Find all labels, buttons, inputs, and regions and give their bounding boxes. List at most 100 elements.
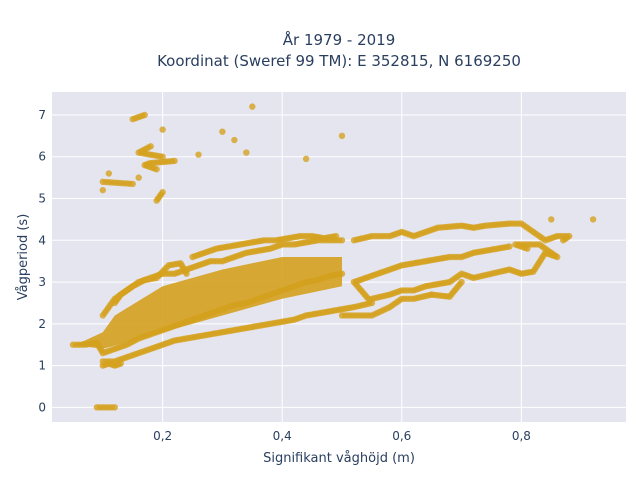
scatter-point bbox=[231, 253, 238, 261]
scatter-point bbox=[446, 293, 453, 300]
scatter-point bbox=[249, 103, 256, 110]
scatter-point bbox=[267, 320, 274, 328]
scatter-point bbox=[189, 253, 196, 261]
scatter-point bbox=[434, 255, 441, 263]
scatter-point bbox=[560, 237, 567, 244]
scatter-point bbox=[470, 249, 477, 257]
chart-subtitle: Koordinat (Sweref 99 TM): E 352815, N 61… bbox=[157, 52, 521, 70]
scatter-point bbox=[159, 270, 166, 277]
scatter-point bbox=[105, 360, 113, 367]
y-tick-label: 4 bbox=[38, 233, 46, 247]
scatter-point bbox=[434, 224, 441, 231]
scatter-point bbox=[243, 324, 250, 332]
scatter-point bbox=[123, 341, 130, 348]
scatter-point bbox=[290, 316, 298, 323]
scatter-point bbox=[518, 270, 525, 277]
scatter-point bbox=[255, 247, 262, 254]
scatter-point bbox=[386, 303, 394, 311]
scatter-point bbox=[231, 326, 238, 334]
scatter-point bbox=[482, 222, 489, 229]
y-tick-label: 5 bbox=[38, 192, 46, 206]
scatter-point bbox=[422, 257, 429, 265]
scatter-point bbox=[147, 274, 154, 282]
scatter-point bbox=[147, 143, 154, 150]
y-tick-label: 2 bbox=[38, 317, 46, 331]
x-tick-label: 0,4 bbox=[273, 429, 292, 443]
scatter-point bbox=[302, 312, 310, 319]
scatter-point bbox=[231, 136, 238, 144]
scatter-point bbox=[195, 333, 202, 340]
scatter-point bbox=[135, 278, 142, 286]
scatter-point bbox=[219, 257, 226, 265]
scatter-point bbox=[243, 249, 250, 257]
scatter-point bbox=[117, 291, 124, 298]
scatter-point bbox=[147, 159, 154, 167]
scatter-point bbox=[123, 354, 130, 361]
scatter-point bbox=[302, 239, 310, 246]
scatter-point bbox=[249, 239, 256, 246]
scatter-point bbox=[589, 216, 597, 223]
scatter-point bbox=[374, 270, 382, 277]
scatter-point bbox=[129, 283, 136, 290]
y-tick-label: 0 bbox=[38, 400, 46, 414]
scatter-point bbox=[153, 197, 160, 204]
scatter-point bbox=[548, 216, 555, 223]
scatter-point bbox=[147, 345, 154, 353]
data-points bbox=[69, 103, 597, 411]
scatter-point bbox=[129, 115, 136, 123]
scatter-point bbox=[171, 157, 178, 165]
scatter-point bbox=[350, 303, 358, 311]
scatter-point bbox=[105, 404, 113, 411]
scatter-point bbox=[410, 232, 417, 240]
scatter-point bbox=[159, 189, 166, 196]
scatter-point bbox=[171, 270, 178, 277]
x-axis-title: Signifikant våghöjd (m) bbox=[263, 451, 415, 466]
scatter-point bbox=[213, 245, 220, 252]
scatter-point bbox=[326, 237, 334, 244]
scatter-point bbox=[542, 249, 549, 257]
scatter-point bbox=[368, 312, 376, 319]
scatter-point bbox=[111, 345, 118, 353]
scatter-point bbox=[105, 170, 113, 177]
scatter-point bbox=[320, 235, 328, 242]
x-axis-ticks: 0,2 0,4 0,6 0,8 bbox=[153, 429, 531, 443]
y-tick-label: 6 bbox=[38, 150, 46, 164]
scatter-point bbox=[398, 228, 405, 236]
scatter-point bbox=[506, 266, 513, 273]
scatter-point bbox=[470, 224, 477, 231]
scatter-point bbox=[470, 274, 477, 282]
scatter-point bbox=[422, 283, 429, 290]
scatter-point bbox=[428, 291, 435, 298]
y-tick-label: 1 bbox=[38, 359, 46, 373]
scatter-point bbox=[296, 232, 304, 240]
scatter-point bbox=[512, 241, 519, 248]
scatter-point bbox=[446, 278, 453, 286]
scatter-point bbox=[111, 362, 118, 369]
scatter-point bbox=[554, 232, 561, 240]
scatter-point bbox=[117, 360, 124, 367]
y-tick-label: 3 bbox=[38, 275, 46, 289]
y-axis-title: Vågperiod (s) bbox=[16, 214, 31, 301]
scatter-point bbox=[159, 126, 166, 133]
scatter-point bbox=[398, 287, 405, 294]
scatter-point bbox=[171, 337, 178, 344]
scatter-point bbox=[554, 253, 561, 261]
scatter-point bbox=[422, 228, 429, 236]
scatter-point bbox=[542, 237, 549, 244]
scatter-point bbox=[207, 331, 214, 338]
scatter-point bbox=[506, 220, 513, 227]
scatter-point bbox=[506, 243, 513, 250]
scatter-point bbox=[141, 276, 148, 284]
scatter-point bbox=[350, 312, 358, 319]
scatter-point bbox=[99, 362, 107, 369]
scatter-point bbox=[195, 151, 202, 158]
scatter-point bbox=[458, 253, 465, 261]
scatter-point bbox=[494, 245, 501, 252]
scatter-point bbox=[386, 232, 394, 240]
scatter-point bbox=[332, 232, 340, 240]
scatter-point bbox=[141, 111, 148, 119]
scatter-point bbox=[338, 237, 346, 244]
scatter-point bbox=[488, 270, 495, 277]
scatter-point bbox=[111, 404, 118, 411]
scatter-point bbox=[410, 295, 417, 302]
